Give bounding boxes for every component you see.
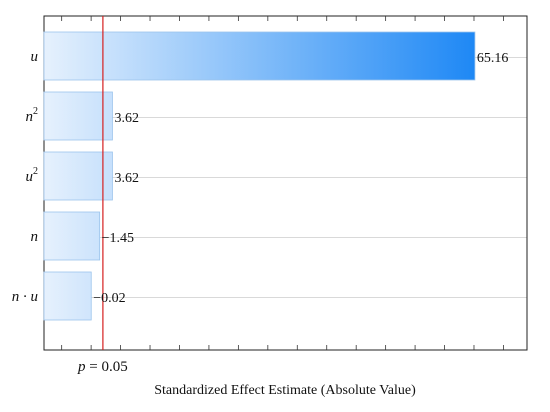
value-labels: 65.16 3.62 3.62 −1.45 −0.02 bbox=[93, 51, 508, 306]
x-axis-label: Standardized Effect Estimate (Absolute V… bbox=[154, 383, 416, 398]
bar bbox=[43, 91, 113, 141]
category-label: u2 bbox=[26, 166, 39, 185]
bar bbox=[43, 31, 476, 81]
category-label: u bbox=[31, 49, 39, 65]
category-label: n · u bbox=[12, 289, 38, 305]
significance-label-rest: = 0.05 bbox=[86, 359, 128, 375]
category-labels: u n2 u2 n n · u bbox=[12, 49, 38, 305]
x-ticks bbox=[61, 16, 504, 350]
bar bbox=[43, 151, 113, 201]
value-label: −1.45 bbox=[102, 231, 134, 246]
bar bbox=[43, 211, 101, 261]
value-label: 65.16 bbox=[477, 51, 509, 66]
value-label: 3.62 bbox=[114, 171, 139, 186]
value-label: 3.62 bbox=[114, 111, 139, 126]
bars bbox=[43, 31, 476, 321]
value-label: −0.02 bbox=[93, 291, 125, 306]
significance-label-var: p bbox=[77, 359, 86, 375]
category-label: n bbox=[31, 229, 39, 245]
category-label: n2 bbox=[26, 106, 39, 125]
significance-label: p = 0.05 bbox=[77, 359, 128, 375]
bar bbox=[43, 271, 92, 321]
